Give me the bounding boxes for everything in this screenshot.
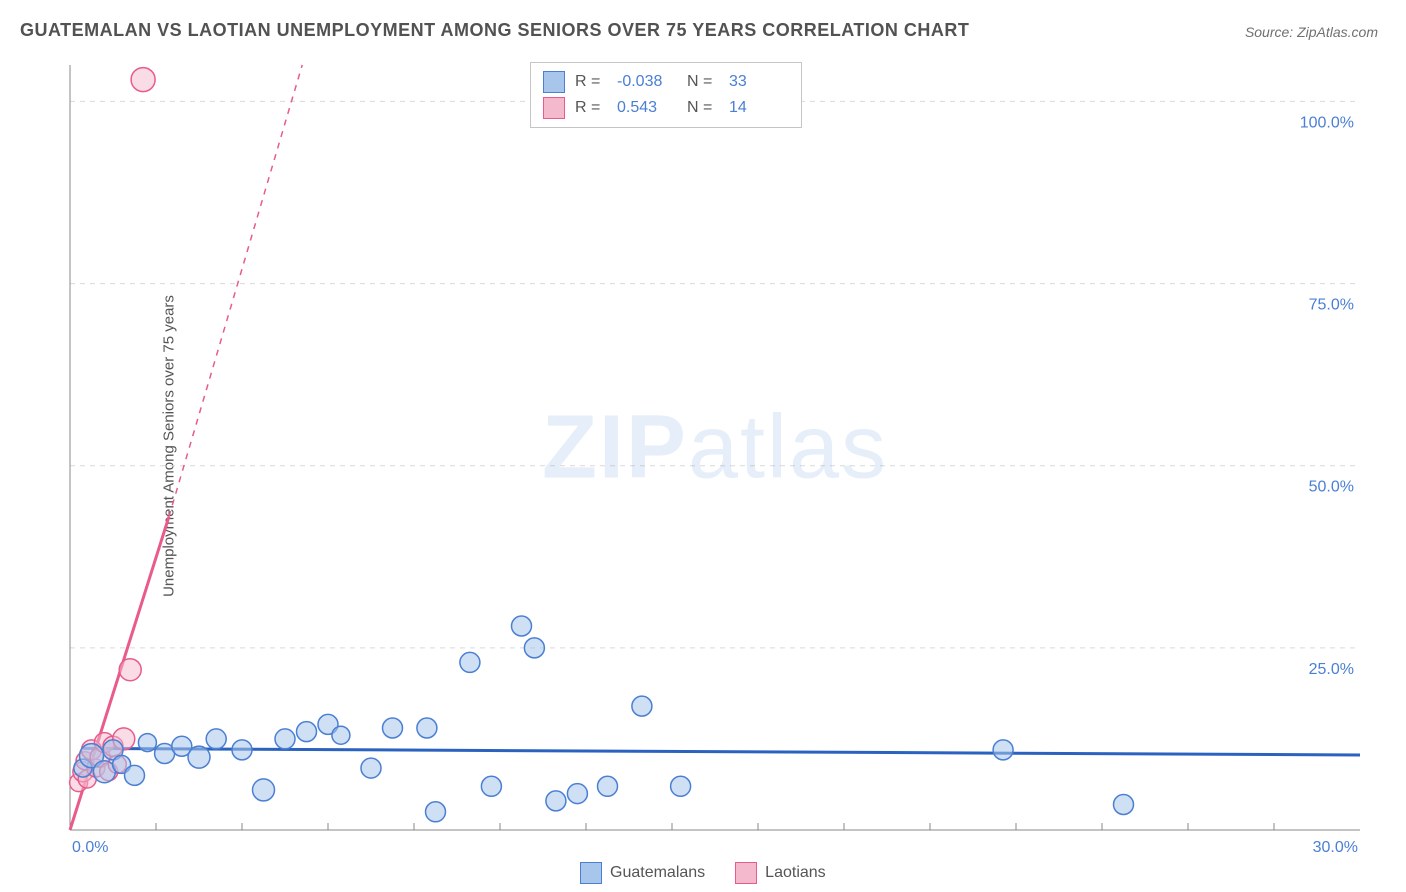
- scatter-chart: 25.0% 50.0% 75.0% 100.0% ZIPatlas 0.0% 30.0%: [50, 60, 1386, 852]
- data-point-guatemalans: [546, 791, 566, 811]
- y-tick-label: 50.0%: [1309, 479, 1354, 496]
- data-point-guatemalans: [567, 784, 587, 804]
- legend-r-value: 0.543: [617, 99, 677, 117]
- series-legend: Guatemalans Laotians: [580, 862, 826, 884]
- legend-r-label: R =: [575, 99, 607, 117]
- data-point-guatemalans: [524, 638, 544, 658]
- legend-swatch: [735, 862, 757, 884]
- source-attribution: Source: ZipAtlas.com: [1245, 24, 1378, 40]
- data-point-guatemalans: [598, 776, 618, 796]
- data-point-guatemalans: [1114, 795, 1134, 815]
- data-point-guatemalans: [275, 729, 295, 749]
- data-point-guatemalans: [253, 779, 275, 801]
- legend-n-value: 14: [729, 99, 789, 117]
- trend-line-guatemalans: [83, 748, 1360, 755]
- data-point-guatemalans: [206, 729, 226, 749]
- x-tick-label: 0.0%: [72, 839, 108, 852]
- data-point-guatemalans: [297, 722, 317, 742]
- data-point-guatemalans: [671, 776, 691, 796]
- watermark: ZIPatlas: [542, 398, 888, 498]
- data-point-laotians: [119, 659, 141, 681]
- legend-row: R = -0.038 N = 33: [543, 69, 789, 95]
- legend-n-label: N =: [687, 99, 719, 117]
- legend-swatch: [543, 71, 565, 93]
- data-point-laotians: [131, 68, 155, 92]
- series-legend-item: Guatemalans: [580, 862, 705, 884]
- chart-title: GUATEMALAN VS LAOTIAN UNEMPLOYMENT AMONG…: [20, 20, 969, 41]
- series-legend-label: Laotians: [765, 864, 826, 882]
- data-point-guatemalans: [383, 718, 403, 738]
- legend-r-label: R =: [575, 73, 607, 91]
- data-point-guatemalans: [426, 802, 446, 822]
- data-point-guatemalans: [481, 776, 501, 796]
- correlation-legend: R = -0.038 N = 33 R = 0.543 N = 14: [530, 62, 802, 128]
- x-tick-label: 30.0%: [1313, 839, 1358, 852]
- data-point-guatemalans: [232, 740, 252, 760]
- data-point-guatemalans: [512, 616, 532, 636]
- data-point-guatemalans: [138, 734, 156, 752]
- y-tick-label: 100.0%: [1300, 114, 1354, 131]
- trend-line-laotians-ext: [169, 65, 302, 517]
- legend-swatch: [580, 862, 602, 884]
- legend-swatch: [543, 97, 565, 119]
- data-point-guatemalans: [332, 726, 350, 744]
- data-point-guatemalans: [993, 740, 1013, 760]
- legend-row: R = 0.543 N = 14: [543, 95, 789, 121]
- data-point-guatemalans: [460, 652, 480, 672]
- data-point-guatemalans: [417, 718, 437, 738]
- data-point-guatemalans: [632, 696, 652, 716]
- series-legend-item: Laotians: [735, 862, 826, 884]
- data-point-guatemalans: [125, 765, 145, 785]
- y-tick-label: 75.0%: [1309, 297, 1354, 314]
- legend-n-value: 33: [729, 73, 789, 91]
- series-legend-label: Guatemalans: [610, 864, 705, 882]
- y-tick-label: 25.0%: [1309, 661, 1354, 678]
- legend-n-label: N =: [687, 73, 719, 91]
- legend-r-value: -0.038: [617, 73, 677, 91]
- data-point-guatemalans: [188, 746, 210, 768]
- data-point-guatemalans: [361, 758, 381, 778]
